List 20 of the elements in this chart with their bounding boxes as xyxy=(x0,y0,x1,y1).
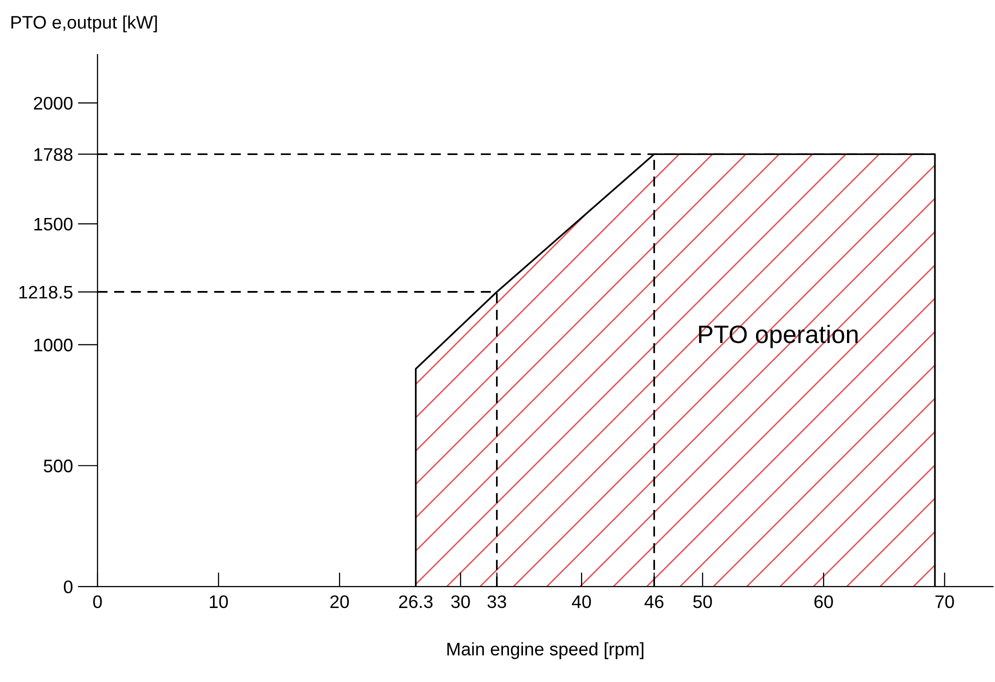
y-tick-label: 1500 xyxy=(34,218,72,231)
x-tick-label: 60 xyxy=(814,595,833,608)
x-tick-label: 33 xyxy=(488,595,506,608)
y-axis-title: PTO e,output [kW] xyxy=(11,15,157,32)
x-tick-label: 20 xyxy=(330,595,349,608)
x-tick-label: 46 xyxy=(644,595,664,608)
x-tick-label: 0 xyxy=(93,595,102,608)
x-tick-label: 40 xyxy=(572,595,591,608)
y-tick-label: 1218.5 xyxy=(19,286,72,299)
y-tick-label: 0 xyxy=(64,580,72,594)
x-axis-title: Main engine speed [rpm] xyxy=(447,642,644,660)
x-tick-label: 50 xyxy=(693,595,712,608)
x-tick-label: 26.3 xyxy=(399,595,433,608)
x-tick-label: 10 xyxy=(210,595,228,608)
y-tick-label: 500 xyxy=(44,460,72,472)
x-tick-label: 30 xyxy=(451,595,470,608)
x-tick-label: 70 xyxy=(935,595,954,608)
y-tick-label: 1788 xyxy=(34,148,72,161)
y-tick-label: 1000 xyxy=(34,338,72,352)
y-tick-label: 2000 xyxy=(34,96,72,110)
